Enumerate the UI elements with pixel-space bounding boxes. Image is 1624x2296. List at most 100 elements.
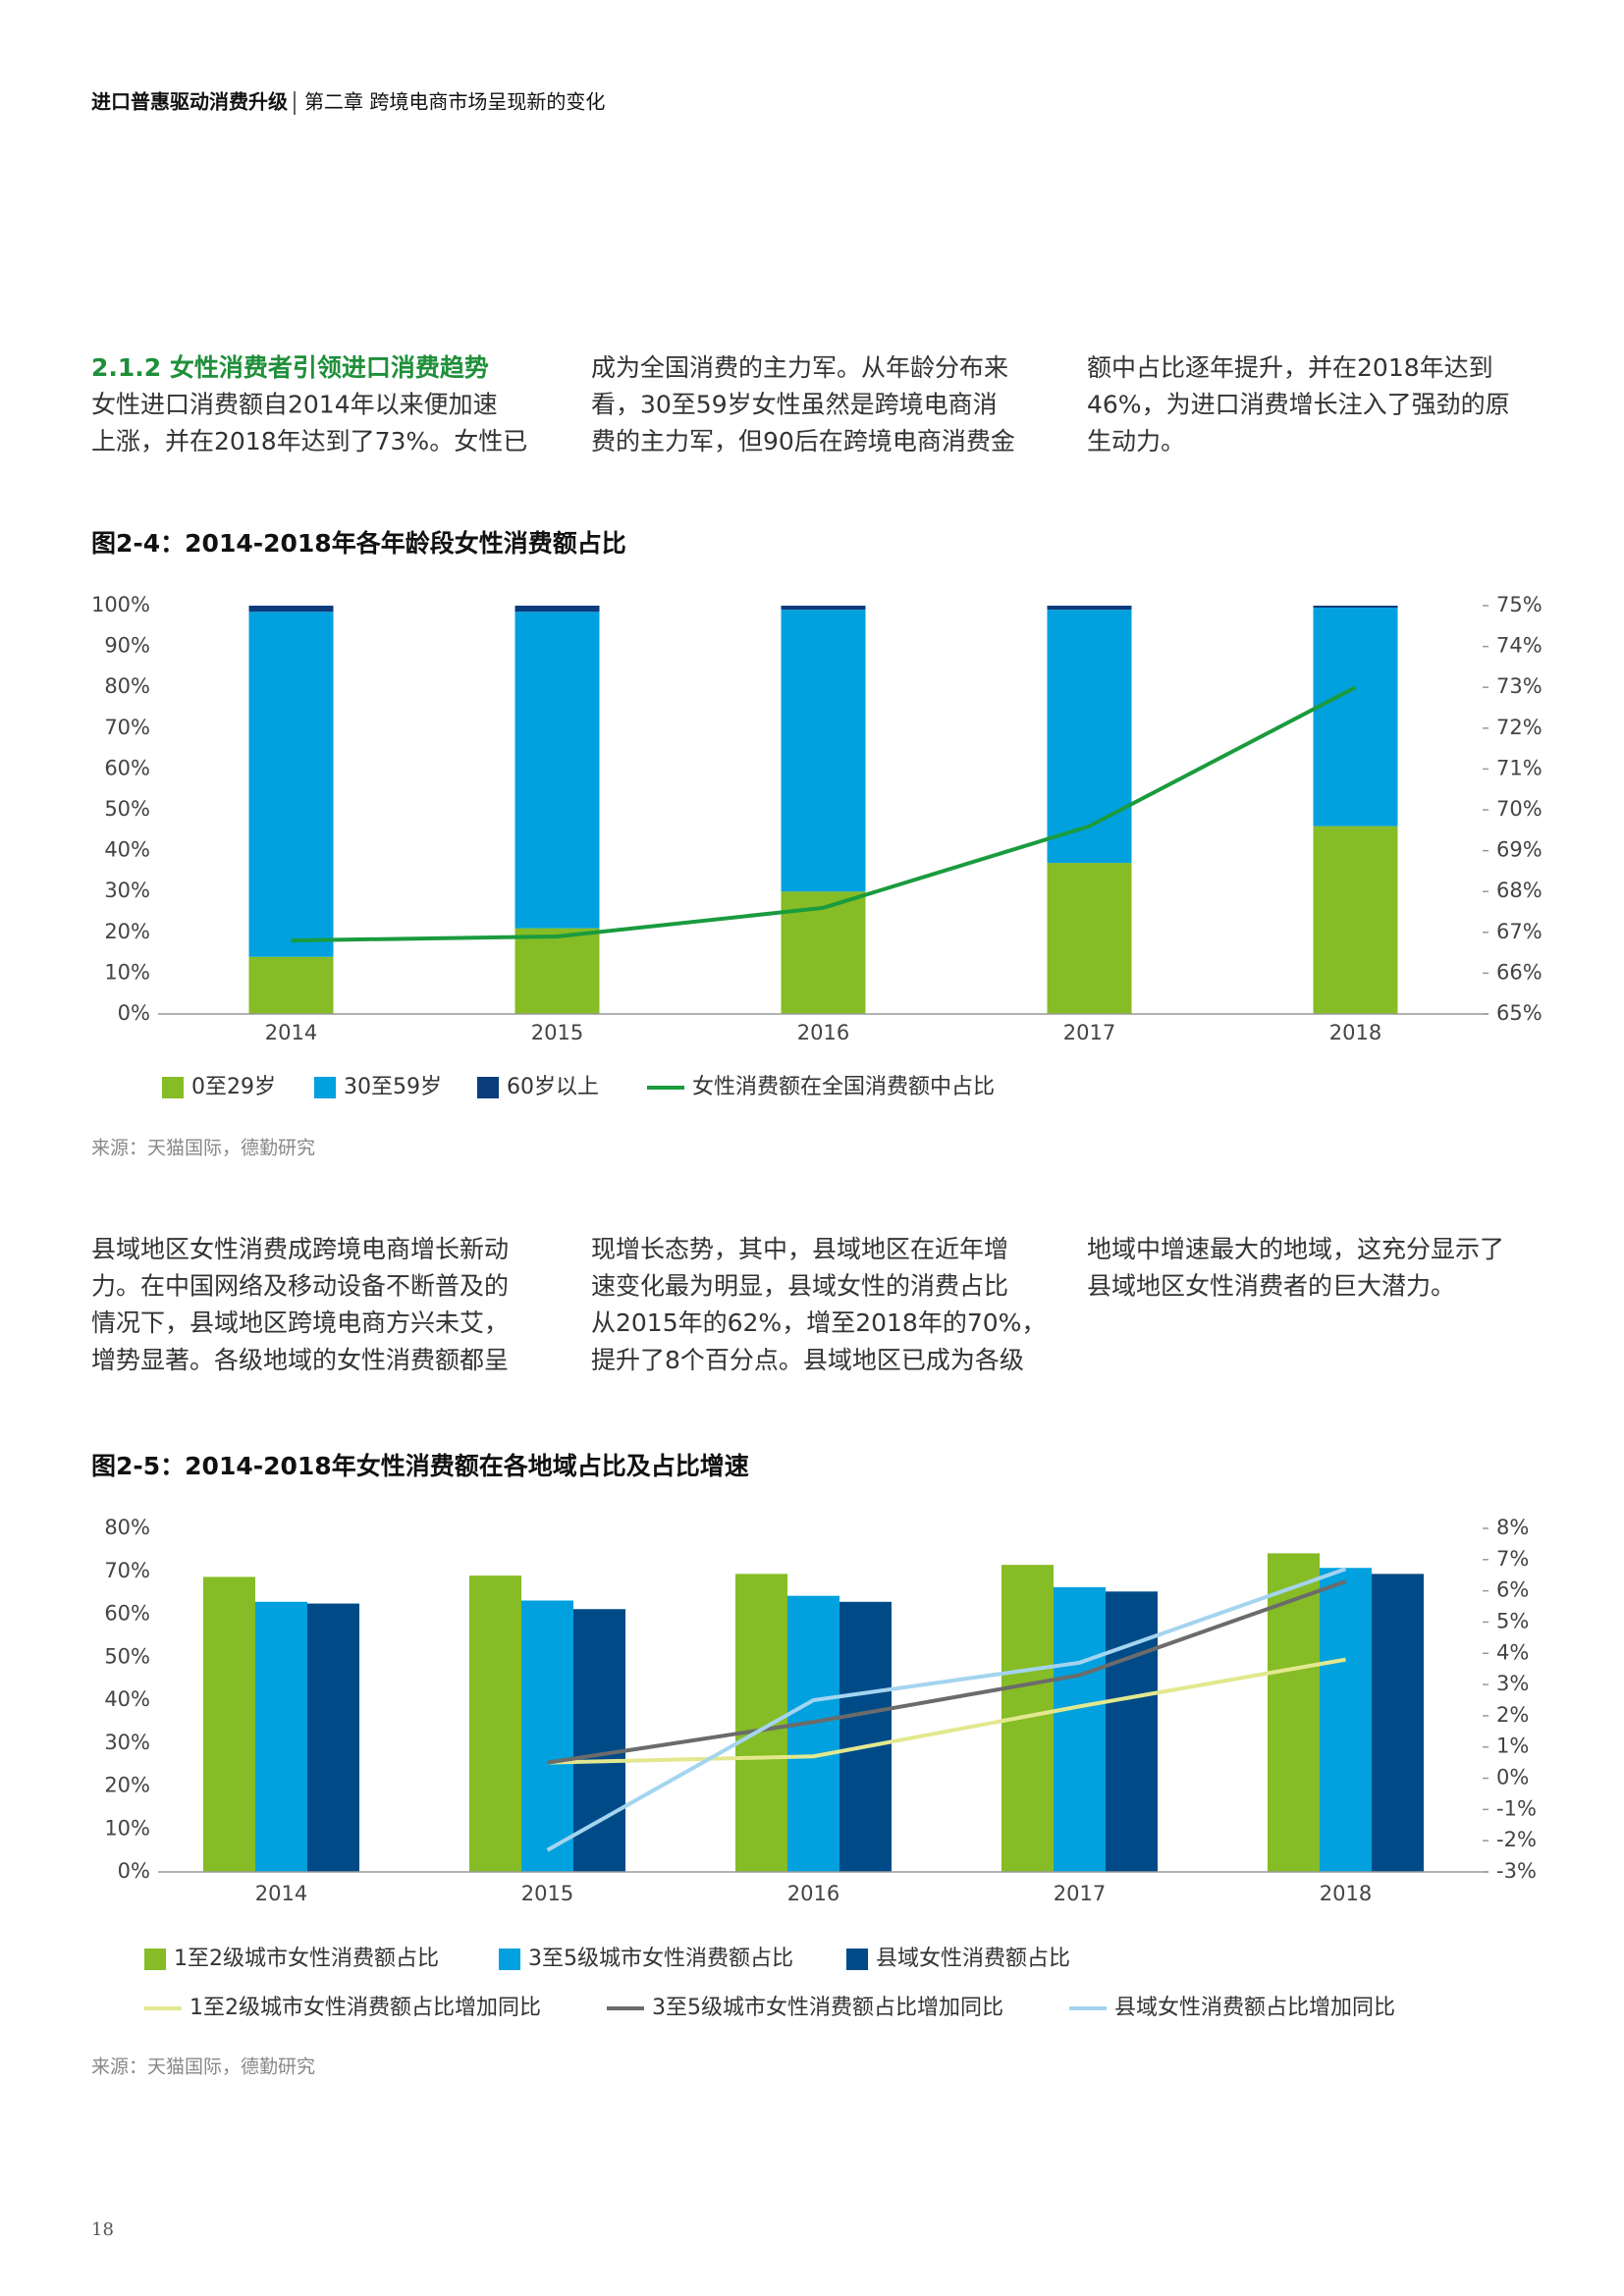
bar bbox=[248, 606, 334, 613]
bar bbox=[781, 606, 866, 611]
y2-tick-label: 8% bbox=[1496, 1516, 1529, 1539]
legend-label: 县域女性消费额占比 bbox=[876, 1947, 1070, 1971]
bar bbox=[1372, 1574, 1424, 1872]
chart-source: 来源：天猫国际，德勤研究 bbox=[91, 2056, 315, 2078]
y-tick-label: 90% bbox=[104, 634, 150, 658]
legend-swatch bbox=[314, 1077, 336, 1098]
x-tick-label: 2017 bbox=[1063, 1021, 1115, 1044]
bar bbox=[1313, 606, 1398, 609]
line-series bbox=[291, 685, 1357, 943]
section-heading: 2.1.2 女性消费者引领进口消费趋势 bbox=[91, 353, 489, 382]
y2-tick-label: 71% bbox=[1496, 756, 1543, 779]
y-tick-label: 50% bbox=[104, 1644, 150, 1668]
legend-label: 1至2级城市女性消费额占比 bbox=[174, 1947, 439, 1971]
bar bbox=[248, 956, 334, 1014]
y2-tick-label: 3% bbox=[1496, 1672, 1529, 1695]
paragraph-line: 46%，为进口消费增长注入了强劲的原 bbox=[1087, 391, 1510, 419]
y2-tick-label: 4% bbox=[1496, 1640, 1529, 1664]
x-tick-label: 2016 bbox=[787, 1882, 839, 1905]
y2-tick-label: 5% bbox=[1496, 1609, 1529, 1632]
y2-tick-label: 65% bbox=[1496, 1001, 1543, 1025]
bar bbox=[1106, 1591, 1158, 1872]
bar bbox=[1054, 1586, 1106, 1872]
legend-label: 1至2级城市女性消费额占比增加同比 bbox=[189, 1996, 541, 2020]
y-tick-label: 50% bbox=[104, 797, 150, 821]
chart-title: 图2-4：2014-2018年各年龄段女性消费额占比 bbox=[91, 529, 626, 558]
paragraph-line: 县域地区女性消费者的巨大潜力。 bbox=[1087, 1272, 1455, 1301]
y-tick-label: 40% bbox=[104, 1687, 150, 1711]
y-tick-label: 40% bbox=[104, 838, 150, 862]
y2-tick-label: 66% bbox=[1496, 960, 1543, 984]
y2-tick-label: 2% bbox=[1496, 1703, 1529, 1727]
line-series bbox=[546, 1567, 1347, 1852]
paragraph-line: 县域地区女性消费成跨境电商增长新动 bbox=[91, 1235, 509, 1263]
y2-tick-label: 75% bbox=[1496, 593, 1543, 616]
y-tick-label: 10% bbox=[104, 960, 150, 984]
paragraph-line: 速变化最为明显，县域女性的消费占比 bbox=[591, 1272, 1008, 1301]
legend-label: 60岁以上 bbox=[507, 1075, 599, 1099]
paragraph-line: 地域中增速最大的地域，这充分显示了 bbox=[1087, 1235, 1504, 1263]
chart-title: 图2-5：2014-2018年女性消费额在各地域占比及占比增速 bbox=[91, 1452, 749, 1480]
x-tick-label: 2014 bbox=[265, 1021, 317, 1044]
x-tick-label: 2018 bbox=[1329, 1021, 1381, 1044]
legend-swatch bbox=[144, 1949, 166, 1970]
bar bbox=[1047, 610, 1132, 864]
y-tick-label: 60% bbox=[104, 756, 150, 779]
x-tick-label: 2015 bbox=[521, 1882, 573, 1905]
bar bbox=[1047, 863, 1132, 1014]
paragraph-line: 情况下，县域地区跨境电商方兴未艾， bbox=[91, 1308, 509, 1337]
y-tick-label: 30% bbox=[104, 879, 150, 902]
bar bbox=[1320, 1568, 1372, 1872]
y-tick-label: 10% bbox=[104, 1816, 150, 1840]
bar bbox=[781, 610, 866, 892]
bar bbox=[255, 1601, 307, 1872]
bar bbox=[1313, 608, 1398, 827]
y2-tick-label: -2% bbox=[1496, 1828, 1537, 1851]
legend-swatch bbox=[499, 1949, 520, 1970]
y2-tick-label: 70% bbox=[1496, 797, 1543, 821]
bar bbox=[307, 1603, 359, 1872]
x-tick-label: 2018 bbox=[1320, 1882, 1372, 1905]
chart-source: 来源：天猫国际，德勤研究 bbox=[91, 1138, 315, 1159]
line-series bbox=[547, 1657, 1346, 1765]
header-title: 进口普惠驱动消费升级 bbox=[91, 90, 288, 114]
paragraph-line: 看，30至59岁女性虽然是跨境电商消 bbox=[591, 391, 998, 419]
bar bbox=[469, 1575, 521, 1872]
line-series bbox=[547, 1579, 1347, 1765]
bar bbox=[203, 1576, 255, 1872]
y-tick-label: 80% bbox=[104, 674, 150, 698]
y-tick-label: 70% bbox=[104, 1559, 150, 1582]
y2-tick-label: 73% bbox=[1496, 674, 1543, 698]
paragraph-line: 费的主力军，但90后在跨境电商消费金 bbox=[591, 427, 1015, 455]
bar bbox=[248, 612, 334, 957]
y2-tick-label: -1% bbox=[1496, 1796, 1537, 1820]
bar bbox=[1313, 826, 1398, 1014]
legend-swatch bbox=[162, 1077, 184, 1098]
paragraph-line: 女性进口消费额自2014年以来便加速 bbox=[91, 391, 498, 419]
y2-tick-label: 67% bbox=[1496, 920, 1543, 943]
bar bbox=[787, 1595, 839, 1872]
y2-tick-label: 69% bbox=[1496, 838, 1543, 862]
bar bbox=[839, 1601, 892, 1872]
y2-tick-label: 6% bbox=[1496, 1578, 1529, 1602]
y2-tick-label: 1% bbox=[1496, 1735, 1529, 1758]
x-tick-label: 2017 bbox=[1054, 1882, 1106, 1905]
bar bbox=[514, 928, 600, 1014]
legend-label: 3至5级城市女性消费额占比增加同比 bbox=[652, 1996, 1003, 2020]
bar bbox=[573, 1609, 625, 1872]
paragraph-line: 额中占比逐年提升，并在2018年达到 bbox=[1087, 353, 1493, 382]
bar bbox=[735, 1574, 787, 1872]
y-tick-label: 0% bbox=[118, 1001, 150, 1025]
paragraph-line: 提升了8个百分点。县域地区已成为各级 bbox=[591, 1346, 1024, 1374]
y-tick-label: 0% bbox=[118, 1859, 150, 1883]
paragraph-line: 上涨，并在2018年达到了73%。女性已 bbox=[91, 427, 527, 455]
x-tick-label: 2014 bbox=[255, 1882, 307, 1905]
y-tick-label: 100% bbox=[91, 593, 150, 616]
x-tick-label: 2016 bbox=[797, 1021, 849, 1044]
y2-tick-label: 68% bbox=[1496, 879, 1543, 902]
y2-tick-label: 7% bbox=[1496, 1547, 1529, 1571]
legend-label: 30至59岁 bbox=[344, 1075, 442, 1099]
page-number: 18 bbox=[91, 2219, 114, 2240]
bar bbox=[514, 612, 600, 929]
